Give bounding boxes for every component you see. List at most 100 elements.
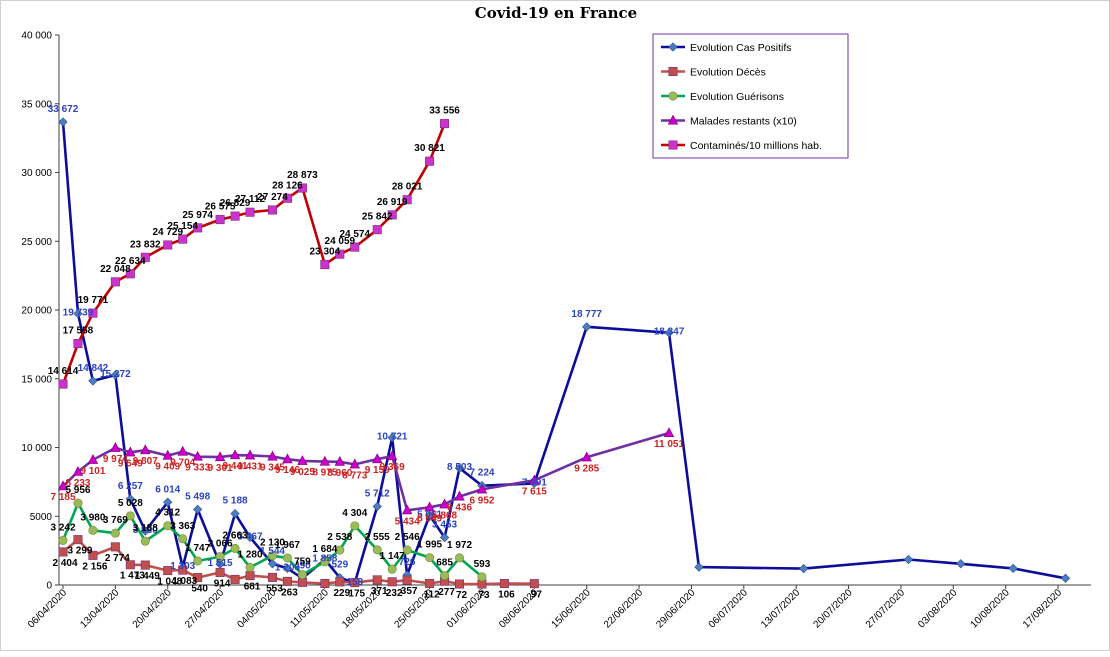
series-point (424, 501, 435, 512)
data-label: 6 436 (447, 503, 472, 514)
series-point (230, 543, 240, 553)
y-tick-label: 30 000 (21, 168, 52, 179)
series-point (193, 504, 203, 515)
series-point (58, 117, 68, 127)
x-tick-label: 17/08/2020 (1021, 587, 1064, 630)
series-point (425, 553, 435, 563)
data-label: 2 066 (208, 539, 233, 550)
data-label: 24 059 (325, 236, 356, 247)
series-point (244, 449, 256, 460)
data-label: 72 (456, 590, 468, 601)
data-label: 26 575 (205, 202, 236, 213)
series-point (455, 579, 465, 589)
data-label: 23 304 (310, 247, 341, 258)
series-point (125, 511, 135, 521)
data-label: 158 (346, 577, 363, 588)
data-label: 1 747 (185, 543, 210, 554)
series-point (73, 339, 83, 349)
series-point (372, 453, 383, 464)
series-point (372, 501, 382, 512)
data-label: 9 333 (185, 463, 210, 474)
series-point (57, 480, 69, 491)
legend-label: Evolution Cas Positifs (690, 42, 792, 54)
series-point (110, 542, 120, 552)
chart-title: Covid-19 en France (474, 4, 638, 22)
data-label: 1 473 (120, 571, 145, 582)
data-label: 681 (244, 582, 261, 593)
series-point (372, 225, 382, 235)
x-tick-label: 22/06/2020 (602, 587, 645, 630)
data-label: 17 558 (63, 326, 94, 337)
data-label: 112 (424, 589, 441, 600)
series-point (425, 578, 435, 588)
series-point (529, 474, 540, 485)
data-label: 175 (348, 589, 365, 600)
data-label: 14 842 (78, 363, 109, 374)
x-tick-label: 20/04/2020 (131, 587, 174, 630)
series-point (335, 545, 345, 555)
series-point (372, 575, 382, 585)
data-label: 9 441 (223, 461, 248, 472)
data-label: 10 721 (377, 432, 408, 443)
data-label: 28 021 (392, 182, 423, 193)
series-point (140, 252, 150, 262)
data-label: 28 126 (272, 180, 303, 191)
series-point (425, 156, 435, 166)
data-label: 1 303 (170, 561, 195, 572)
data-label: 5 498 (185, 491, 210, 502)
data-label: 2 538 (327, 532, 352, 543)
legend-marker (668, 67, 678, 77)
series-point (282, 453, 293, 464)
series-point (87, 454, 99, 464)
data-label: 9 369 (380, 462, 405, 473)
data-label: 2 555 (365, 532, 390, 543)
series-point (267, 205, 277, 215)
series-point (125, 494, 135, 504)
series-point (88, 376, 98, 386)
data-label: 22 634 (115, 256, 146, 267)
series-point (582, 322, 592, 332)
data-label: 553 (266, 583, 283, 594)
data-label: 26 829 (220, 198, 251, 209)
y-tick-label: 5000 (30, 512, 53, 523)
data-label: 18 347 (654, 327, 685, 338)
series-point (424, 510, 435, 521)
series-point (245, 562, 255, 572)
data-label: 6 952 (469, 495, 494, 506)
series-point (335, 249, 345, 259)
series-point (58, 547, 68, 557)
data-label: 19 739 (63, 308, 94, 319)
series-point (297, 577, 307, 587)
data-label: 4 312 (155, 508, 180, 519)
data-label: 7 615 (522, 486, 547, 497)
series-3 (58, 498, 487, 582)
x-tick-label: 10/08/2020 (969, 587, 1012, 630)
series-point (125, 446, 136, 457)
series-point (402, 545, 412, 555)
series-point (402, 575, 412, 585)
data-label: 3 467 (238, 531, 263, 542)
data-label: 759 (294, 557, 311, 568)
data-label: 8 773 (342, 470, 367, 481)
data-label: 6 014 (155, 484, 180, 495)
series-point (267, 450, 278, 461)
series-point (386, 450, 398, 461)
series-point (455, 553, 465, 563)
series-point (319, 455, 331, 466)
data-label: 9 807 (133, 456, 158, 467)
x-tick-label: 29/06/2020 (654, 587, 697, 630)
series-point (454, 463, 465, 473)
data-label: 1 515 (208, 558, 233, 569)
series-point (581, 451, 592, 462)
series-point (439, 498, 450, 509)
legend-box (652, 33, 849, 159)
series-point (1060, 573, 1071, 583)
legend-label: Evolution Décès (690, 67, 766, 79)
series-point (140, 536, 150, 546)
series-point (372, 545, 382, 555)
series-point (387, 210, 397, 220)
x-tick-label: 13/04/2020 (78, 587, 121, 630)
data-label: 5 712 (365, 488, 390, 499)
series-point (215, 215, 225, 225)
data-label: 9 649 (118, 458, 143, 469)
